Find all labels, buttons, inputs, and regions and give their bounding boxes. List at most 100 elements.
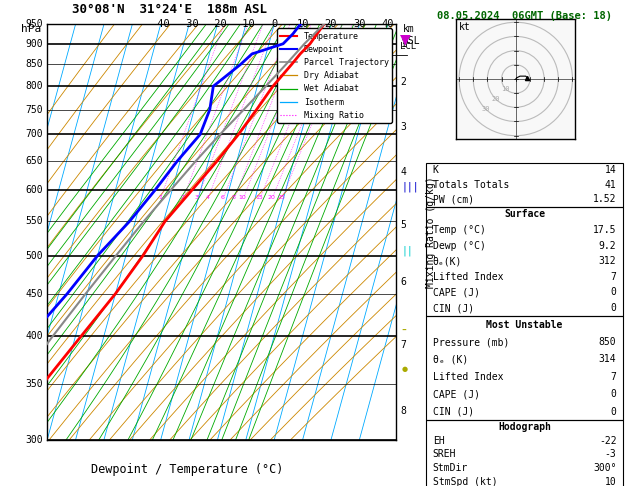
Text: Totals Totals: Totals Totals [433,180,509,190]
Text: 0: 0 [611,287,616,297]
Text: -10: -10 [237,19,255,29]
Text: SREH: SREH [433,450,456,459]
Text: EH: EH [433,436,445,446]
Text: CAPE (J): CAPE (J) [433,287,480,297]
Text: 4: 4 [401,167,406,177]
Text: LCL: LCL [401,42,416,51]
Text: 8: 8 [401,406,406,416]
Text: Pressure (mb): Pressure (mb) [433,337,509,347]
Text: 25: 25 [277,195,285,200]
Text: 2: 2 [181,195,185,200]
Text: 20: 20 [267,195,276,200]
Text: 450: 450 [25,289,43,299]
Text: 3: 3 [195,195,199,200]
Text: 14: 14 [604,165,616,175]
Text: 5: 5 [401,220,406,229]
Text: -40: -40 [152,19,170,29]
Text: Lifted Index: Lifted Index [433,372,503,382]
Text: 312: 312 [599,256,616,266]
Text: -: - [401,324,406,337]
Text: Hodograph: Hodograph [498,422,551,432]
Text: 300°: 300° [593,463,616,473]
Text: 0: 0 [611,407,616,417]
X-axis label: Dewpoint / Temperature (°C): Dewpoint / Temperature (°C) [91,463,283,476]
Text: 850: 850 [599,337,616,347]
Text: 40: 40 [382,19,394,29]
Text: 2: 2 [401,77,406,87]
Text: 41: 41 [604,180,616,190]
Text: 700: 700 [25,129,43,139]
Text: ||: || [401,245,413,256]
Text: 20: 20 [325,19,337,29]
Legend: Temperature, Dewpoint, Parcel Trajectory, Dry Adiabat, Wet Adiabat, Isotherm, Mi: Temperature, Dewpoint, Parcel Trajectory… [277,29,392,123]
Text: 1.52: 1.52 [593,194,616,204]
Text: 30: 30 [482,106,490,112]
Text: 0: 0 [271,19,277,29]
Text: 17.5: 17.5 [593,225,616,235]
Text: 0: 0 [611,303,616,313]
Text: hPa: hPa [21,24,42,35]
Text: kt: kt [459,22,471,32]
Text: 800: 800 [25,81,43,91]
Text: 15: 15 [255,195,263,200]
Bar [426,207,623,316]
Text: km
ASL: km ASL [403,24,421,46]
Text: |||: ||| [401,182,419,192]
Text: 20: 20 [492,96,500,102]
Text: 400: 400 [25,331,43,341]
Text: 314: 314 [599,354,616,364]
Text: 7: 7 [611,372,616,382]
Text: Dewp (°C): Dewp (°C) [433,241,486,251]
Text: 10: 10 [296,19,309,29]
Text: 500: 500 [25,251,43,260]
Bar [426,316,623,420]
Text: Most Unstable: Most Unstable [486,320,563,330]
Bar [426,420,623,486]
Text: 10: 10 [501,86,510,92]
Text: 7: 7 [611,272,616,282]
Text: 10: 10 [604,477,616,486]
Text: -20: -20 [208,19,227,29]
Text: 6: 6 [401,277,406,287]
Text: 9.2: 9.2 [599,241,616,251]
Text: Temp (°C): Temp (°C) [433,225,486,235]
Text: Mixing Ratio (g/kg): Mixing Ratio (g/kg) [426,176,436,288]
Text: 0: 0 [611,389,616,399]
Text: 1: 1 [158,195,162,200]
Text: StmSpd (kt): StmSpd (kt) [433,477,498,486]
Text: ▼: ▼ [400,33,411,47]
Text: Lifted Index: Lifted Index [433,272,503,282]
Text: 30: 30 [353,19,365,29]
Text: 300: 300 [25,435,43,445]
Text: 750: 750 [25,104,43,115]
Text: Surface: Surface [504,209,545,219]
Text: 600: 600 [25,185,43,195]
Text: 4: 4 [205,195,209,200]
Text: -22: -22 [599,436,616,446]
Text: 850: 850 [25,59,43,69]
Text: 900: 900 [25,39,43,49]
Text: 08.05.2024  06GMT (Base: 18): 08.05.2024 06GMT (Base: 18) [437,11,612,21]
Text: CAPE (J): CAPE (J) [433,389,480,399]
Text: 8: 8 [231,195,236,200]
Text: ●: ● [401,366,408,372]
Text: -30: -30 [180,19,199,29]
Text: 650: 650 [25,156,43,166]
Text: PW (cm): PW (cm) [433,194,474,204]
Text: 1: 1 [401,39,406,49]
Text: StmDir: StmDir [433,463,468,473]
Text: 7: 7 [401,340,406,350]
Text: 950: 950 [25,19,43,29]
Text: CIN (J): CIN (J) [433,303,474,313]
Text: θₑ (K): θₑ (K) [433,354,468,364]
Text: -3: -3 [604,450,616,459]
Text: CIN (J): CIN (J) [433,407,474,417]
Text: 30°08'N  31°24'E  188m ASL: 30°08'N 31°24'E 188m ASL [72,3,267,16]
Text: 350: 350 [25,379,43,389]
Text: 550: 550 [25,216,43,226]
Text: K: K [433,165,438,175]
Bar [426,163,623,207]
Text: 3: 3 [401,122,406,132]
Text: θₑ(K): θₑ(K) [433,256,462,266]
Text: 10: 10 [239,195,247,200]
